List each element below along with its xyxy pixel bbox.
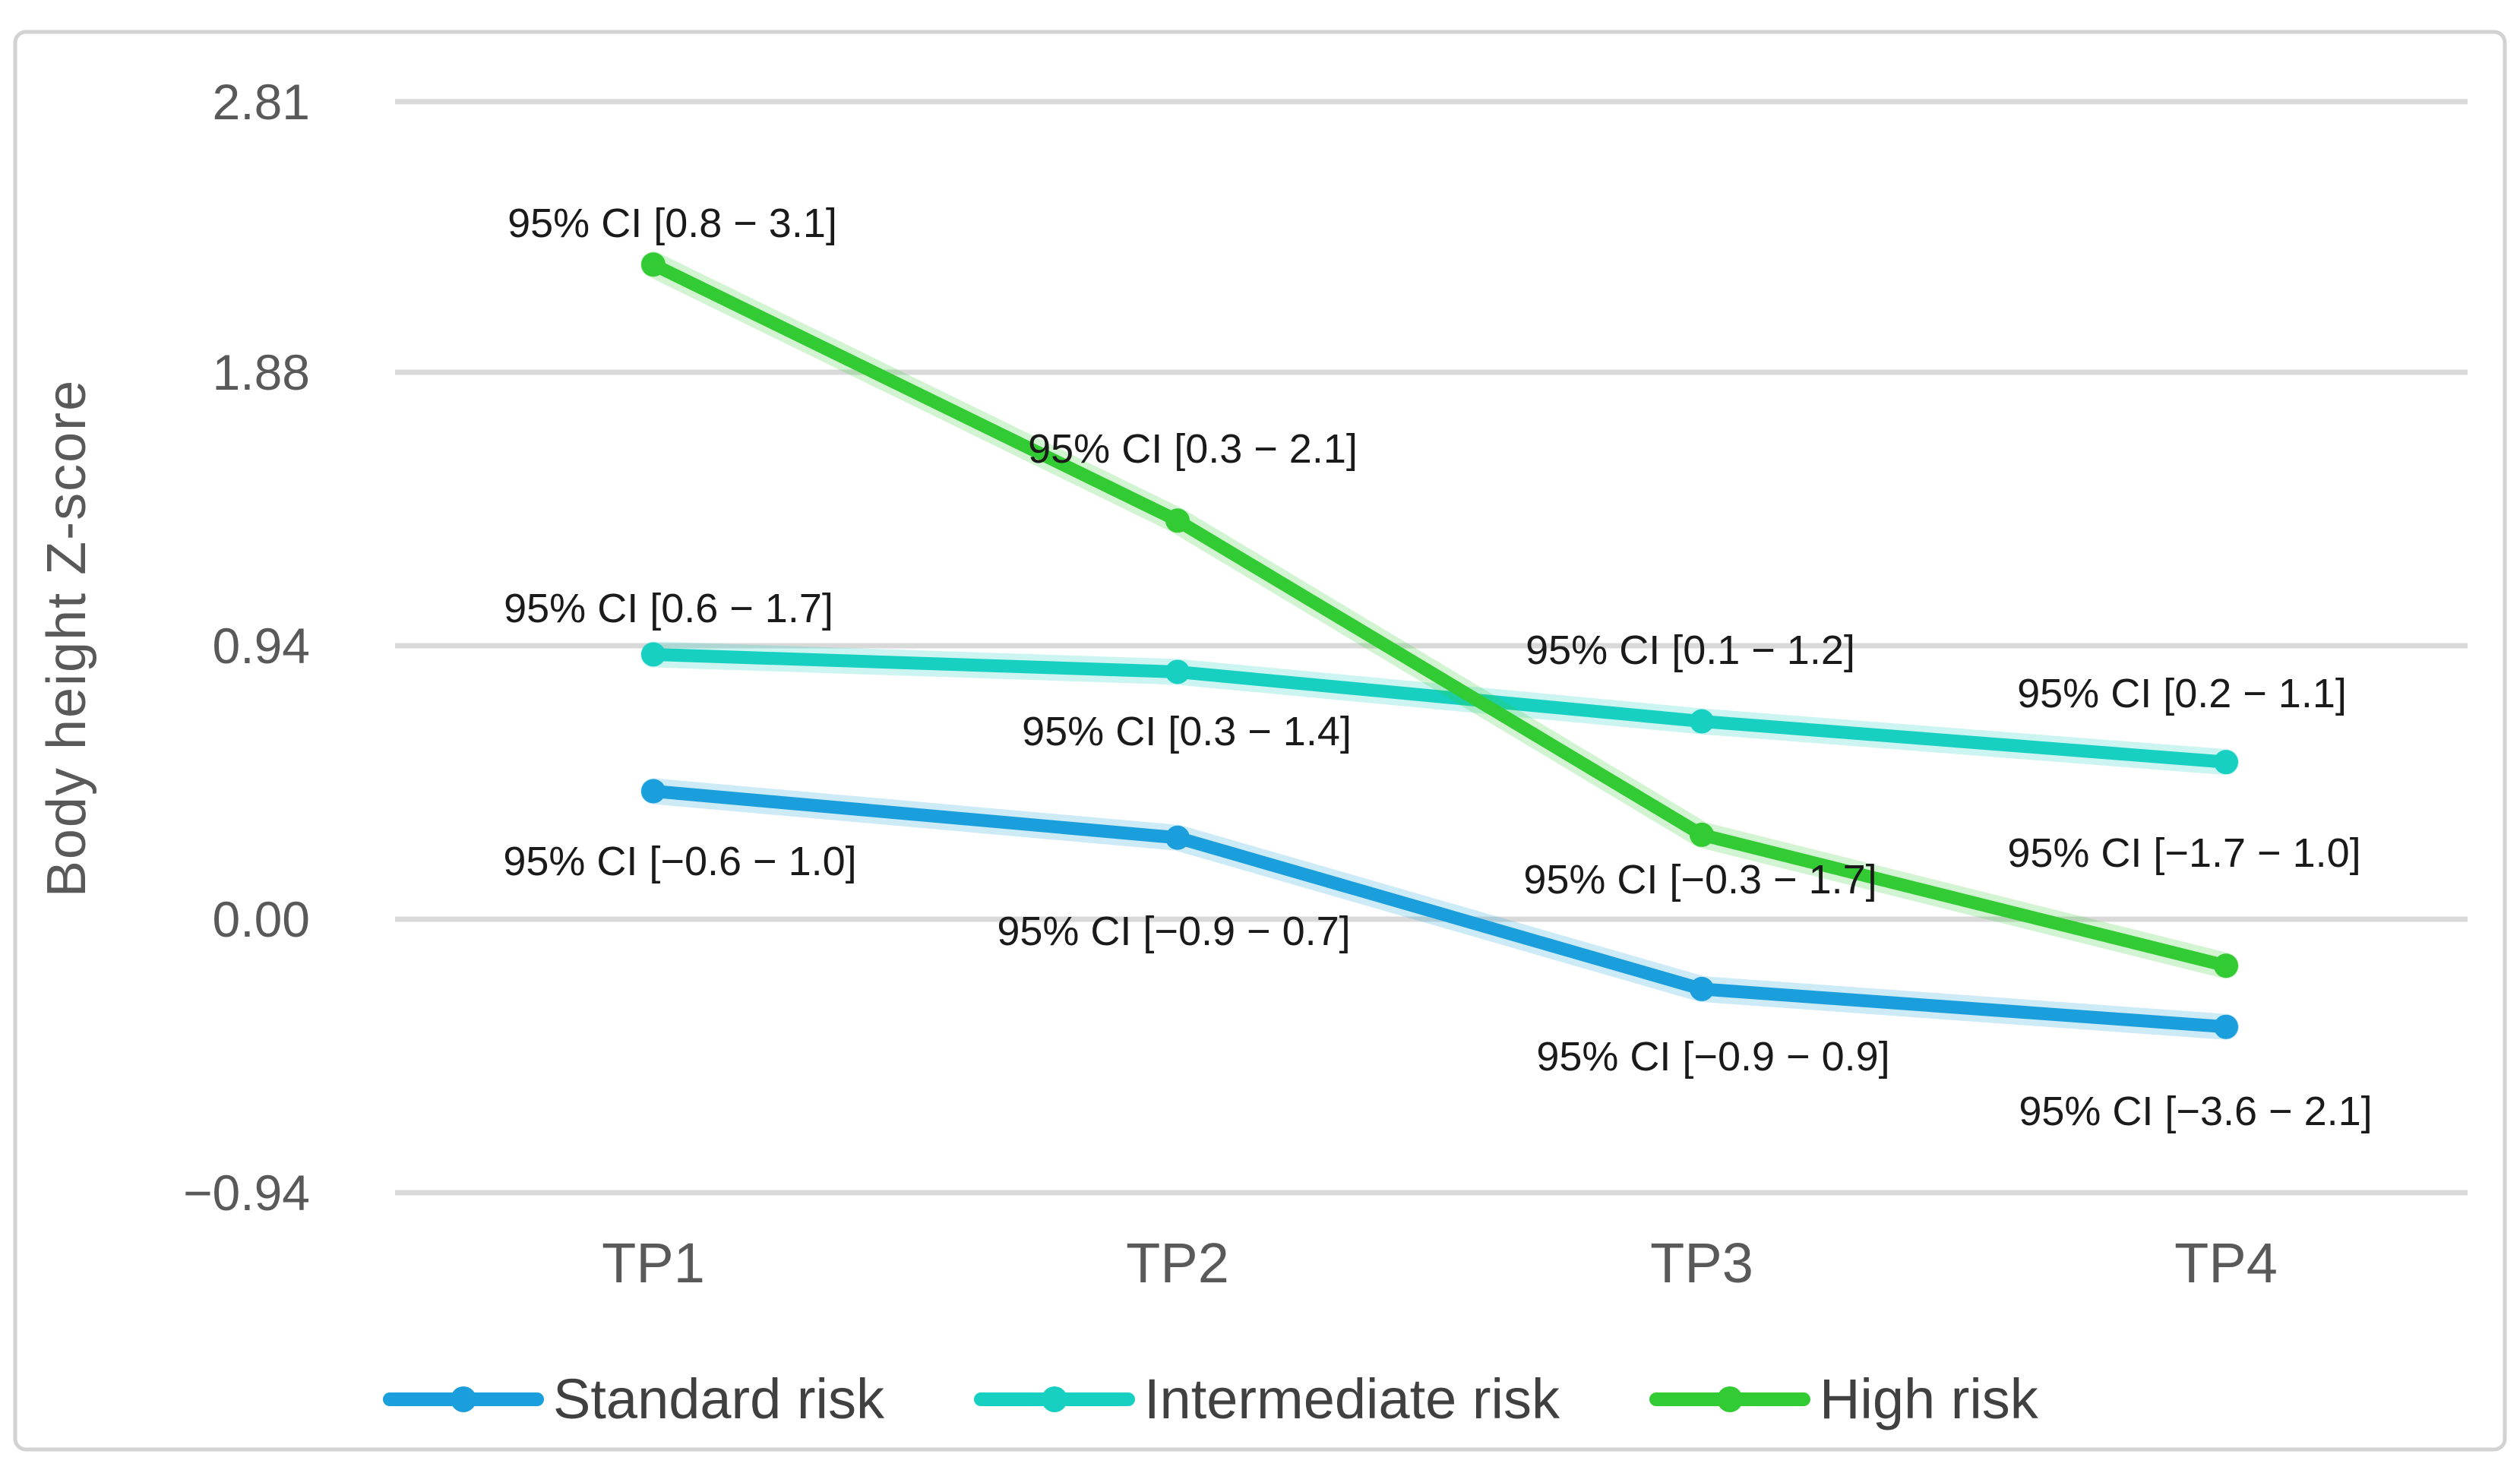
data-point-marker xyxy=(641,252,666,277)
data-series xyxy=(640,251,2239,1040)
x-tick-label: TP1 xyxy=(602,1231,705,1294)
legend-item: Intermediate risk xyxy=(973,1364,1560,1434)
data-point-marker xyxy=(1165,659,1190,684)
y-tick-label: 1.88 xyxy=(213,344,310,400)
data-point-marker xyxy=(641,779,666,804)
ci-annotation: 95% CI [0.2 − 1.1] xyxy=(2017,671,2347,716)
x-axis-tick-labels: TP1 TP2 TP3 TP4 xyxy=(602,1231,2278,1294)
x-tick-label: TP2 xyxy=(1126,1231,1229,1294)
legend-line-marker-icon xyxy=(973,1364,1135,1434)
legend-label: Standard risk xyxy=(553,1367,884,1430)
ci-annotation: 95% CI [−1.7 − 1.0] xyxy=(2007,830,2360,876)
ci-annotation: 95% CI [0.1 − 1.2] xyxy=(1526,627,1855,673)
data-point-marker xyxy=(641,642,666,667)
data-point-marker xyxy=(1690,822,1714,847)
ci-annotation: 95% CI [−0.9 − 0.7] xyxy=(997,909,1350,954)
x-tick-label: TP4 xyxy=(2174,1231,2278,1294)
legend-line-marker-icon xyxy=(383,1364,544,1434)
ci-annotation: 95% CI [−0.6 − 1.0] xyxy=(503,839,856,884)
gridlines xyxy=(395,99,2468,1196)
series-line xyxy=(647,258,2233,972)
data-point-marker xyxy=(1690,709,1714,734)
legend-item: Standard risk xyxy=(383,1364,884,1434)
legend: Standard risk Intermediate risk High risk xyxy=(383,1364,2038,1434)
y-tick-label: 2.81 xyxy=(213,74,310,130)
data-point-marker xyxy=(1690,976,1714,1001)
ci-annotation: 95% CI [0.8 − 3.1] xyxy=(507,201,837,246)
ci-annotation: 95% CI [0.3 − 1.4] xyxy=(1022,709,1352,754)
x-tick-label: TP3 xyxy=(1650,1231,1753,1294)
legend-label: High risk xyxy=(1819,1367,2038,1430)
ci-annotation: 95% CI [−0.3 − 1.7] xyxy=(1523,857,1877,902)
legend-label: Intermediate risk xyxy=(1143,1367,1560,1430)
data-point-marker xyxy=(2214,1014,2238,1039)
series-line xyxy=(647,647,2233,769)
y-tick-label: −0.94 xyxy=(183,1165,310,1221)
series-line xyxy=(647,784,2233,1034)
data-point-marker xyxy=(2214,953,2238,978)
data-point-marker xyxy=(1165,508,1190,533)
ci-annotation: 95% CI [0.3 − 2.1] xyxy=(1028,426,1358,472)
legend-item: High risk xyxy=(1649,1364,2038,1434)
y-axis-tick-labels: 2.81 1.88 0.94 0.00 −0.94 xyxy=(183,74,310,1221)
ci-annotations: 95% CI [0.8 − 3.1] 95% CI [0.3 − 2.1] 95% … xyxy=(503,201,2372,1134)
y-tick-label: 0.00 xyxy=(213,891,310,947)
ci-annotation: 95% CI [−3.6 − 2.1] xyxy=(2019,1089,2372,1134)
data-point-marker xyxy=(1165,825,1190,850)
ci-annotation: 95% CI [0.6 − 1.7] xyxy=(504,586,833,631)
y-axis-title: Body height Z-score xyxy=(36,379,97,897)
data-point-marker xyxy=(2214,750,2238,775)
legend-line-marker-icon xyxy=(1649,1364,1810,1434)
ci-annotation: 95% CI [−0.9 − 0.9] xyxy=(1536,1034,1889,1079)
y-tick-label: 0.94 xyxy=(213,618,310,674)
panel-border xyxy=(13,30,2507,1452)
